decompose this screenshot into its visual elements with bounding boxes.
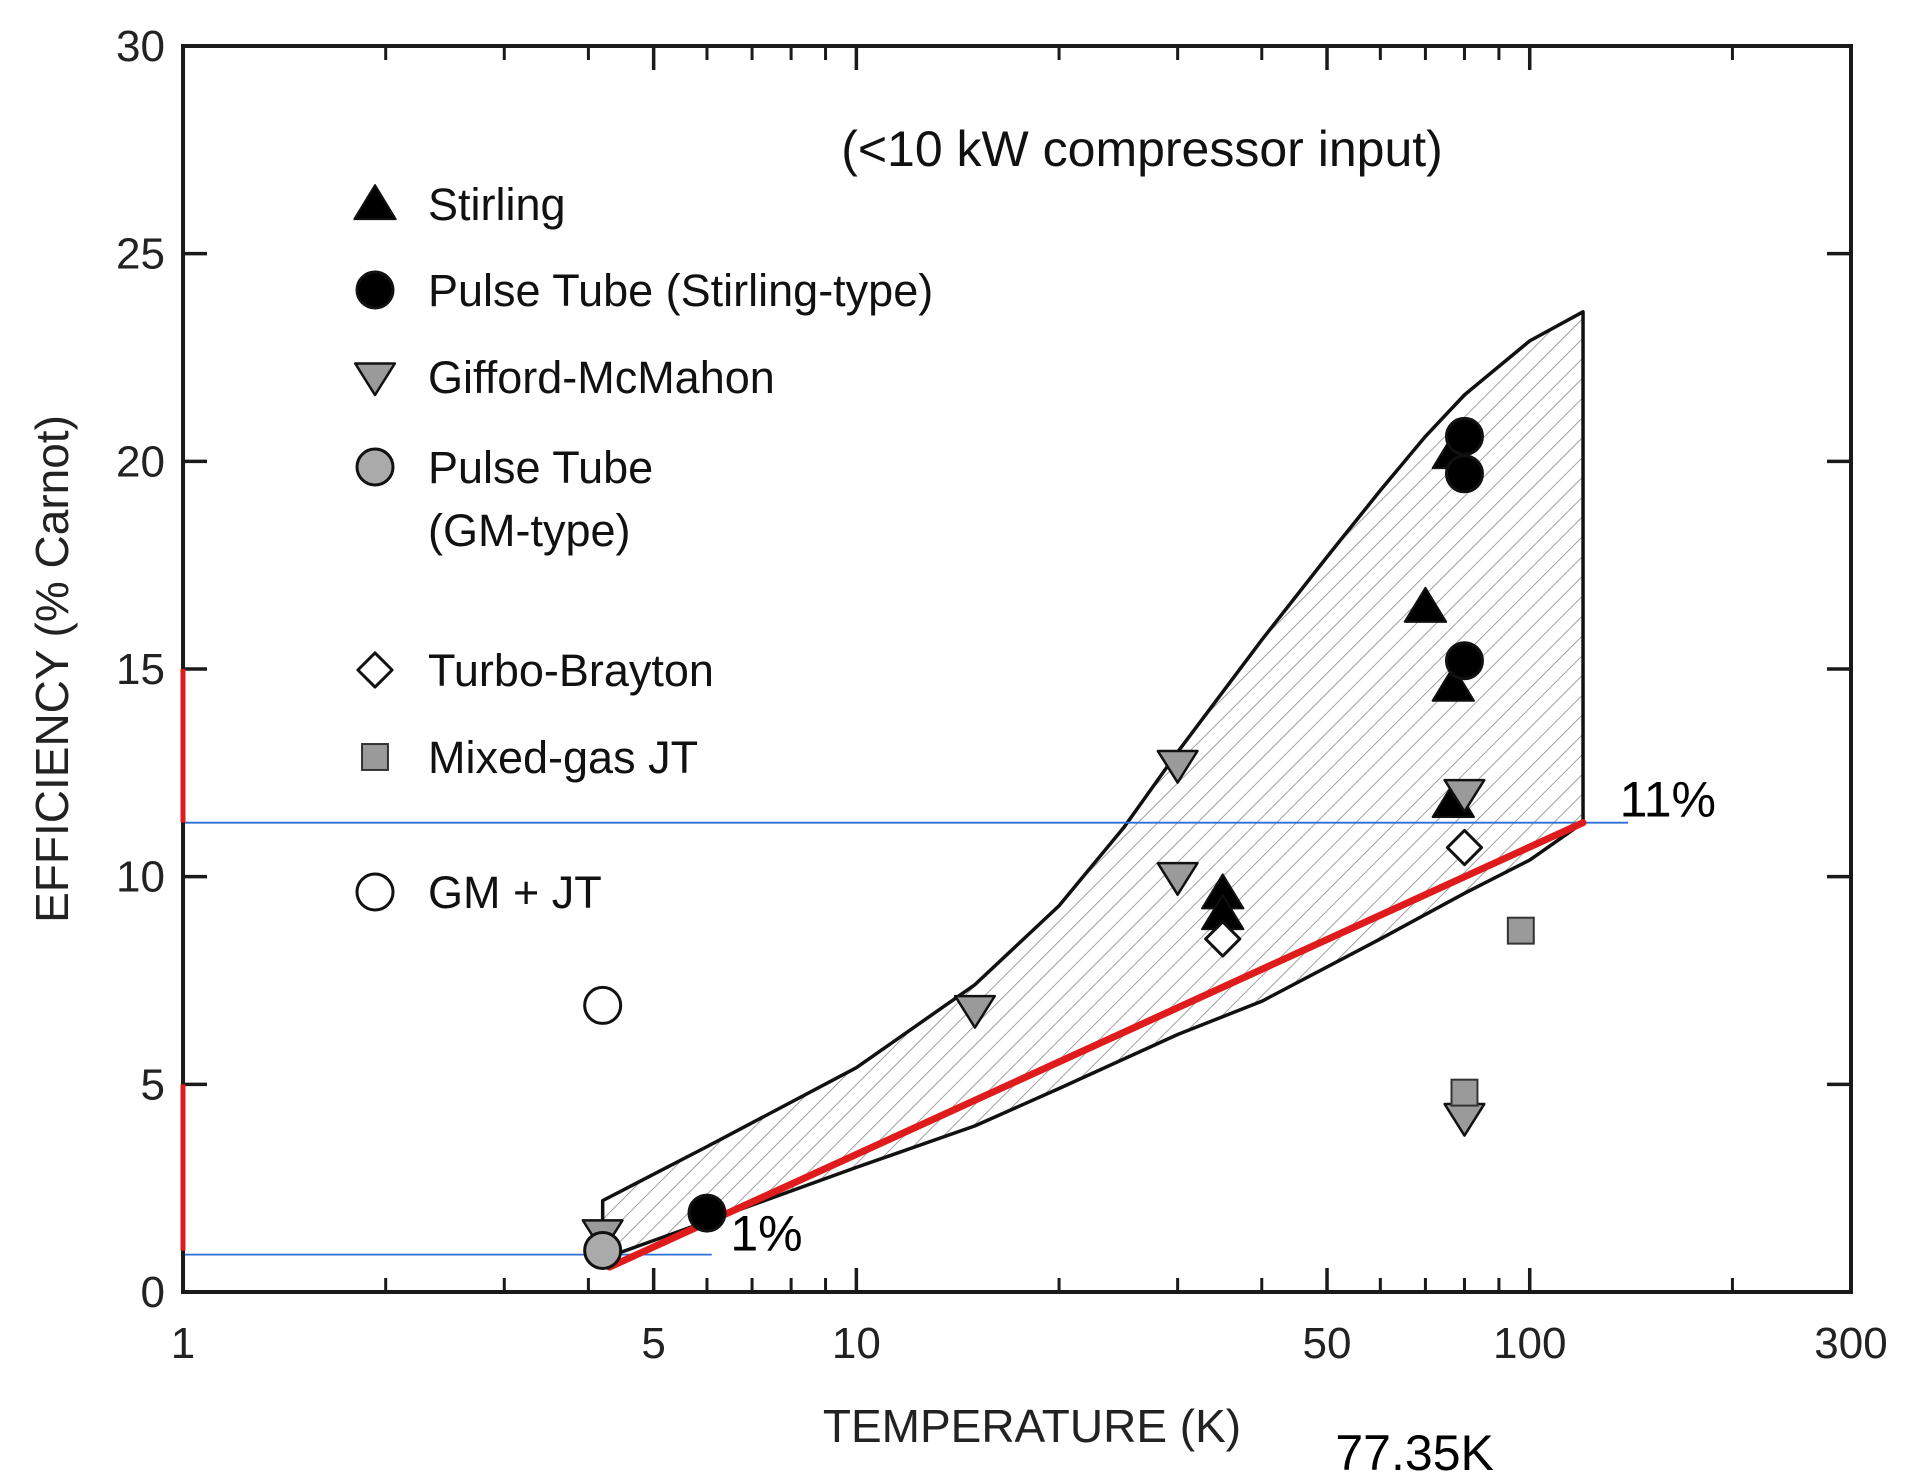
legend-marker-gmjt	[355, 872, 395, 912]
legend-label-gm: Gifford-McMahon	[428, 352, 775, 403]
x-tick-label: 5	[641, 1319, 665, 1368]
legend-label2-pt_gm: (GM-type)	[428, 505, 631, 556]
red-trend-line	[606, 819, 1587, 1271]
legend-label-gmjt: GM + JT	[428, 867, 602, 918]
x-tick-label: 10	[832, 1319, 881, 1368]
legend-marker-gm	[353, 362, 397, 397]
y-tick-label: 25	[116, 230, 165, 279]
legend-label-stirling: Stirling	[428, 179, 566, 230]
point-pt_stirling-2	[1444, 641, 1484, 681]
legend-marker-pt_gm	[355, 447, 395, 487]
hline-labels: 11% 1%	[730, 772, 1716, 1262]
point-pt_stirling-3	[687, 1193, 727, 1233]
point-gm-0	[1156, 749, 1199, 784]
hline-label-1: 1%	[730, 1206, 802, 1262]
annotations: 77.35K	[1335, 1425, 1493, 1477]
point-stirling-3	[1403, 586, 1448, 623]
y-tick-label: 5	[141, 1060, 165, 1109]
point-stirling-1	[1431, 665, 1475, 702]
point-pt_stirling-1	[1444, 454, 1484, 494]
y-tick-label: 10	[116, 853, 165, 902]
legend-marker-pt_stirling	[355, 270, 395, 310]
y-tick-label: 20	[116, 437, 165, 486]
legend-label-turbo: Turbo-Brayton	[428, 645, 714, 696]
point-turbo-0	[1445, 828, 1484, 867]
point-mgjt-0	[1506, 916, 1535, 945]
x-tick-labels: 1 5 10 50 100 300	[171, 1319, 1888, 1368]
x-tick-label: 50	[1303, 1319, 1352, 1368]
envelope-layer	[600, 310, 1585, 1261]
envelope-hatch	[602, 311, 1584, 1259]
guide-lines	[183, 819, 1629, 1271]
point-gm-1	[1156, 861, 1199, 896]
point-turbo-1	[1204, 920, 1242, 958]
x-tick-label: 1	[171, 1319, 195, 1368]
hline-label-0: 11%	[1620, 772, 1716, 828]
data-points	[581, 416, 1535, 1270]
y-tick-labels: 0 5 10 15 20 25 30	[116, 22, 165, 1317]
annotation-0: 77.35K	[1335, 1425, 1493, 1477]
envelope-outline	[600, 310, 1585, 1261]
point-gmjt-0	[583, 985, 623, 1025]
point-mgjt-1	[1450, 1078, 1479, 1107]
y-tick-label: 0	[141, 1268, 165, 1317]
legend-label-mgjt: Mixed-gas JT	[428, 732, 698, 783]
legend-label-pt_gm: Pulse Tube	[428, 442, 653, 493]
point-pt_gm-0	[583, 1230, 623, 1270]
y-tick-label: 30	[116, 22, 165, 71]
y-tick-label: 15	[116, 645, 165, 694]
legend-marker-mgjt	[361, 743, 389, 771]
x-tick-label: 300	[1814, 1319, 1887, 1368]
point-gm-3	[1443, 778, 1486, 813]
x-tick-label: 100	[1493, 1319, 1566, 1368]
compressor-note: (<10 kW compressor input)	[841, 121, 1443, 177]
point-gm-2	[953, 994, 996, 1029]
legend: Stirling Pulse Tube (Stirling-type) Giffor…	[353, 179, 933, 918]
point-pt_stirling-0	[1444, 416, 1484, 456]
legend-label-pt_stirling: Pulse Tube (Stirling-type)	[428, 265, 933, 316]
legend-marker-stirling	[353, 184, 397, 221]
legend-marker-turbo	[356, 651, 394, 689]
x-axis-title: TEMPERATURE (K)	[823, 1400, 1241, 1452]
y-axis-title: EFFICIENCY (% Carnot)	[26, 415, 78, 923]
